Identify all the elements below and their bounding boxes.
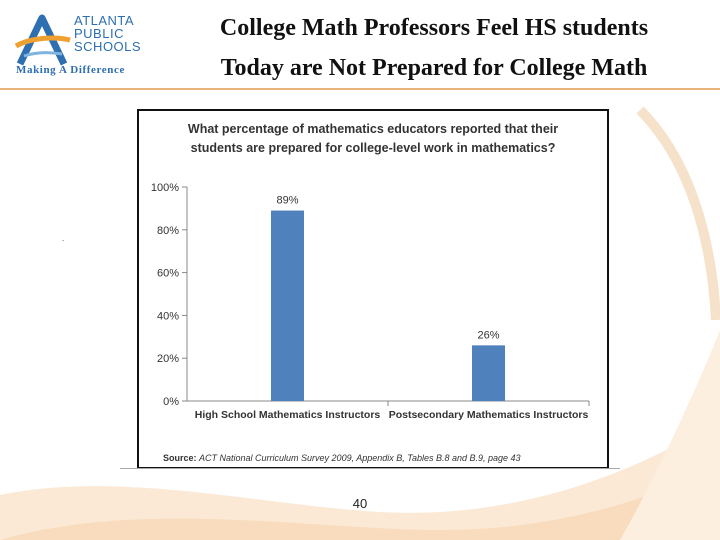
bar-data-label: 89% (276, 195, 298, 207)
header-divider (0, 88, 720, 90)
logo-name-line: SCHOOLS (74, 39, 142, 54)
source-note: Source: ACT National Curriculum Survey 2… (163, 453, 521, 463)
chart-title-line: What percentage of mathematics educators… (188, 122, 558, 136)
x-category-label: Postsecondary Mathematics Instructors (389, 409, 589, 421)
logo-name-line: PUBLIC (74, 26, 124, 41)
y-tick-label: 80% (157, 225, 179, 237)
atlanta-public-schools-logo: ATLANTA PUBLIC SCHOOLS Making A Differen… (14, 10, 154, 80)
y-tick-label: 0% (163, 396, 179, 408)
y-tick-label: 20% (157, 353, 179, 365)
stray-mark: . (62, 234, 65, 243)
logo-tagline: Making A Difference (16, 64, 125, 76)
y-tick-label: 100% (151, 182, 179, 194)
slide-title: College Math Professors Feel HS students… (160, 8, 708, 88)
logo-name: ATLANTA PUBLIC SCHOOLS (74, 14, 158, 53)
slide-title-line: College Math Professors Feel HS students (219, 15, 649, 41)
x-category-label: High School Mathematics Instructors (195, 409, 381, 421)
bar-chart: What percentage of mathematics educators… (151, 122, 590, 463)
slide-title-line: Today are Not Prepared for College Math (220, 55, 648, 81)
y-tick-label: 60% (157, 268, 179, 280)
logo-name-line: ATLANTA (74, 13, 135, 28)
logo-a-icon (14, 14, 71, 66)
chart-title-line: students are prepared for college-level … (191, 141, 556, 155)
bar (472, 345, 505, 401)
bar (271, 210, 304, 401)
source-label: Source: (163, 453, 199, 463)
bar-data-label: 26% (477, 329, 499, 341)
footer-divider (120, 468, 620, 469)
source-text: ACT National Curriculum Survey 2009, App… (198, 453, 521, 463)
y-tick-label: 40% (157, 310, 179, 322)
chart-frame: What percentage of mathematics educators… (137, 109, 609, 469)
page-number: 40 (352, 496, 368, 511)
